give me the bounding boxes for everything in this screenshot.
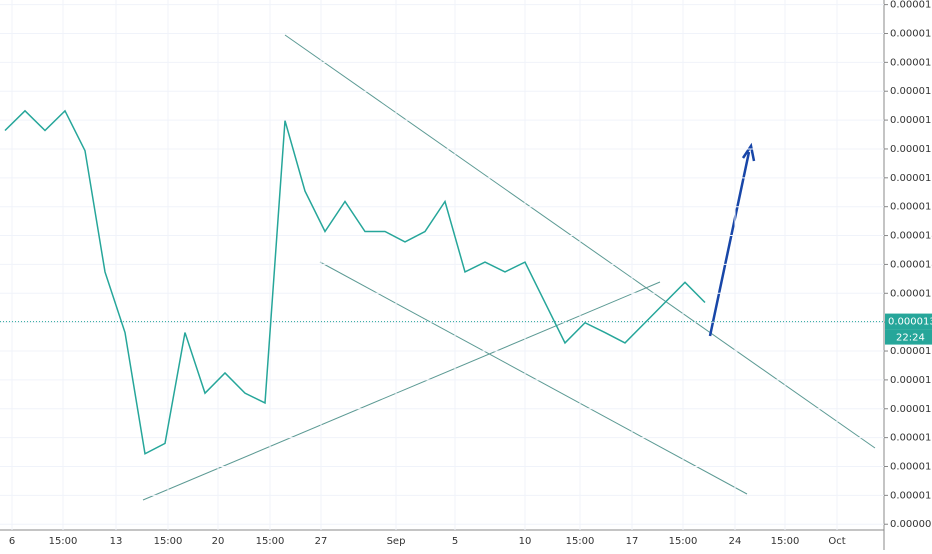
forecast-arrow — [708, 142, 756, 337]
y-tick-label: 0.00001800 — [890, 28, 932, 39]
countdown-label: 22:24 — [896, 333, 925, 344]
x-tick-label: 13 — [110, 536, 123, 547]
y-tick-label: 0.00001100 — [890, 433, 932, 444]
y-tick-label: 0.00001450 — [890, 231, 932, 242]
y-tick-label: 0.00001850 — [890, 0, 932, 11]
x-tick-label: 10 — [519, 536, 532, 547]
x-tick-label: 24 — [729, 536, 742, 547]
x-tick-label: 15:00 — [669, 536, 698, 547]
x-tick-label: 15:00 — [566, 536, 595, 547]
y-tick-label: 0.00001250 — [890, 346, 932, 357]
x-tick-label: Oct — [828, 536, 845, 547]
countdown-tag — [885, 329, 932, 345]
x-tick-label: 27 — [315, 536, 328, 547]
y-tick-label: 0.00001650 — [890, 115, 932, 126]
y-tick-label: 0.00001200 — [890, 375, 932, 386]
y-tick-label: 0.00001150 — [890, 404, 932, 415]
x-tick-label: 17 — [626, 536, 639, 547]
y-tick-label: 0.00001050 — [890, 461, 932, 472]
x-tick-label: 15:00 — [256, 536, 285, 547]
x-tick-label: 15:00 — [49, 536, 78, 547]
x-tick-label: 5 — [452, 536, 458, 547]
x-tick-label: 20 — [212, 536, 225, 547]
price-line — [4, 109, 706, 455]
y-tick-label: 0.00001600 — [890, 144, 932, 155]
last-price-label: 0.00001301 — [888, 317, 932, 328]
y-tick-label: 0.00001750 — [890, 57, 932, 68]
y-tick-label: 0.00001700 — [890, 86, 932, 97]
y-tick-label: 0.00001400 — [890, 259, 932, 270]
y-tick-label: 0.00001550 — [890, 173, 932, 184]
plot-area — [0, 0, 884, 530]
x-tick-label: 15:00 — [771, 536, 800, 547]
y-tick-label: 0.00000950 — [890, 519, 932, 530]
x-tick-label: 6 — [9, 536, 15, 547]
y-tick-label: 0.00001350 — [890, 288, 932, 299]
y-tick-label: 0.00001000 — [890, 490, 932, 501]
last-price-tag — [885, 313, 932, 330]
x-tick-label: Sep — [387, 536, 406, 547]
y-tick-label: 0.00001500 — [890, 202, 932, 213]
x-tick-label: 15:00 — [154, 536, 183, 547]
